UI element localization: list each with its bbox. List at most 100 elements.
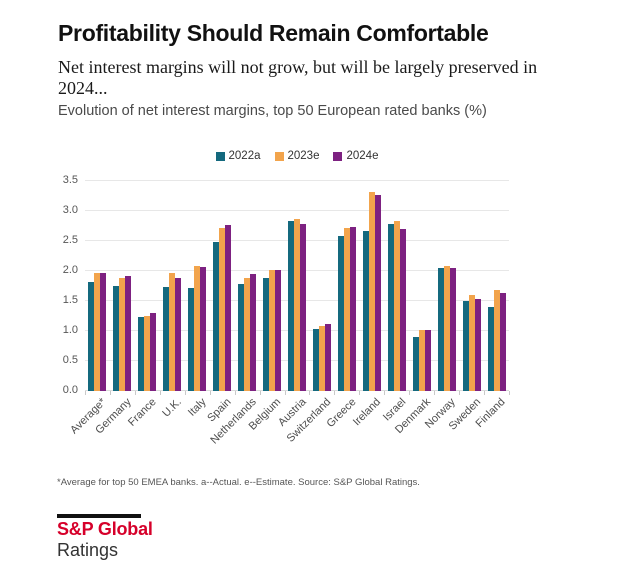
bar-2023e-netherlands xyxy=(244,277,251,391)
bar-2024e-italy xyxy=(200,267,207,391)
legend-swatch-2024e xyxy=(333,151,343,161)
bar-2024e-finland xyxy=(499,293,506,391)
y-tick-label-0.5: 0.5 xyxy=(62,354,78,366)
x-axis-tick xyxy=(509,391,510,395)
bar-2023e-ireland xyxy=(368,191,375,391)
bar-2024e-germany xyxy=(125,275,132,391)
x-axis-tick xyxy=(459,391,461,395)
y-tick-label-2.0: 2.0 xyxy=(62,264,78,276)
bar-2022a-norway xyxy=(437,268,444,391)
x-axis-tick xyxy=(209,391,211,395)
sp-global-logo: S&P Global Ratings xyxy=(57,514,153,561)
bar-2023e-belgium xyxy=(269,269,276,391)
bar-2023e-italy xyxy=(194,266,201,391)
bar-2023e-norway xyxy=(443,265,450,391)
bar-2023e-spain xyxy=(219,227,226,391)
bar-2024e-norway xyxy=(449,268,456,391)
bar-2022a-germany xyxy=(113,286,120,391)
gridline-3.0 xyxy=(85,210,509,211)
x-axis-tick xyxy=(159,391,161,395)
x-axis-tick xyxy=(234,391,236,395)
bar-chart-plot-area xyxy=(85,180,510,395)
bar-2024e-sweden xyxy=(474,298,481,391)
x-label-uk: U.K. xyxy=(160,396,184,420)
bar-2022a-ireland xyxy=(362,230,369,391)
x-axis-tick xyxy=(284,391,286,395)
legend-label-2023e: 2023e xyxy=(287,150,320,162)
legend-swatch-2022a xyxy=(215,151,225,161)
bar-2023e-uk xyxy=(169,272,176,391)
x-axis-tick xyxy=(334,391,336,395)
x-axis-category-labels: Average* Germany France U.K. Italy Spain Nethe… xyxy=(69,393,509,478)
bar-2022a-greece xyxy=(337,236,344,391)
bar-2024e-uk xyxy=(175,278,182,391)
chart-subtitle: Net interest margins will not grow, but … xyxy=(58,57,538,99)
bar-2023e-switzerland xyxy=(318,325,325,391)
bar-2022a-israel xyxy=(387,223,394,391)
chart-legend: 2022a 2023e 2024e xyxy=(85,150,509,162)
legend-swatch-2023e xyxy=(274,151,284,161)
bar-2023e-france xyxy=(144,316,151,391)
bar-2023e-greece xyxy=(343,228,350,391)
bar-2024e-netherlands xyxy=(250,274,257,391)
y-tick-label-1.0: 1.0 xyxy=(62,324,78,336)
y-tick-label-0.0: 0.0 xyxy=(62,384,78,396)
bar-2022a-spain xyxy=(213,242,220,391)
x-axis-tick xyxy=(434,391,436,395)
x-axis-tick xyxy=(184,391,186,395)
legend-item-2023e: 2023e xyxy=(274,150,320,162)
x-axis-tick xyxy=(85,391,86,395)
bar-2022a-finland xyxy=(487,307,494,391)
legend-label-2022a: 2022a xyxy=(228,150,261,162)
x-axis-tick xyxy=(109,391,111,395)
bar-2024e-ireland xyxy=(374,195,381,391)
x-axis-tick xyxy=(484,391,486,395)
legend-label-2024e: 2024e xyxy=(346,150,379,162)
y-axis-tick-labels: 0.0 0.5 1.0 1.5 2.0 2.5 3.0 3.5 xyxy=(48,174,80,396)
bar-2022a-average xyxy=(88,282,95,391)
legend-item-2022a: 2022a xyxy=(215,150,261,162)
logo-brand-text: S&P Global xyxy=(57,519,153,539)
bar-2024e-spain xyxy=(225,225,232,391)
y-tick-label-2.5: 2.5 xyxy=(62,234,78,246)
bar-2024e-greece xyxy=(349,227,356,391)
bar-2023e-austria xyxy=(294,218,300,391)
bar-2024e-france xyxy=(150,313,157,391)
bar-2022a-italy xyxy=(188,288,195,391)
x-axis-tick xyxy=(134,391,136,395)
bar-2022a-uk xyxy=(163,286,170,391)
bar-2022a-netherlands xyxy=(238,284,245,391)
bar-2022a-denmark xyxy=(412,337,419,391)
x-axis-tick xyxy=(359,391,361,395)
bar-2024e-belgium xyxy=(275,270,282,391)
bar-2022a-switzerland xyxy=(312,328,319,391)
x-axis-tick xyxy=(309,391,311,395)
y-tick-label-1.5: 1.5 xyxy=(62,294,78,306)
bar-2024e-denmark xyxy=(424,330,431,391)
page-title: Profitability Should Remain Comfortable xyxy=(58,20,489,47)
bar-2022a-sweden xyxy=(462,301,469,391)
bar-2023e-germany xyxy=(119,277,126,391)
bar-2024e-israel xyxy=(399,229,406,391)
bar-2024e-average xyxy=(100,273,107,391)
logo-division-text: Ratings xyxy=(57,540,119,560)
bar-2022a-belgium xyxy=(263,278,270,391)
bar-2022a-austria xyxy=(288,221,294,391)
bar-2023e-israel xyxy=(393,221,400,391)
x-axis-tick xyxy=(409,391,411,395)
y-tick-label-3.0: 3.0 xyxy=(62,204,78,216)
gridline-3.5 xyxy=(85,180,509,181)
chart-footnote: *Average for top 50 EMEA banks. a--Actua… xyxy=(57,477,420,488)
bar-2023e-sweden xyxy=(468,295,475,391)
y-tick-label-3.5: 3.5 xyxy=(62,174,78,186)
bar-2024e-austria xyxy=(300,223,306,391)
chart-caption: Evolution of net interest margins, top 5… xyxy=(58,103,487,119)
bar-2023e-denmark xyxy=(418,329,425,391)
bar-2024e-switzerland xyxy=(324,323,331,391)
bar-2023e-average xyxy=(94,272,101,391)
logo-top-bar xyxy=(57,514,141,518)
x-axis-tick xyxy=(384,391,386,395)
x-axis-tick xyxy=(259,391,261,395)
bar-2023e-finland xyxy=(493,289,500,391)
bar-2022a-france xyxy=(138,316,145,391)
